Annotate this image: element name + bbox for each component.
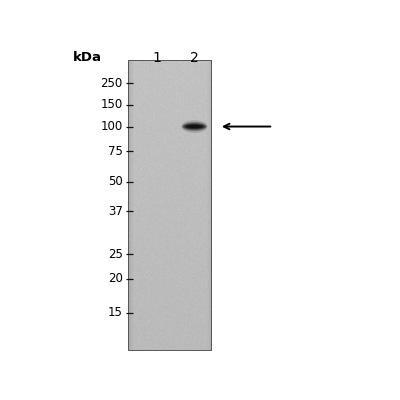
Bar xyxy=(128,60,211,350)
Text: 100: 100 xyxy=(101,120,123,133)
Text: 25: 25 xyxy=(108,248,123,261)
Text: 20: 20 xyxy=(108,272,123,286)
Text: 1: 1 xyxy=(152,51,161,65)
Ellipse shape xyxy=(182,122,207,131)
Text: 250: 250 xyxy=(101,77,123,90)
Ellipse shape xyxy=(183,123,206,130)
Ellipse shape xyxy=(185,124,204,129)
Text: 50: 50 xyxy=(108,176,123,188)
Ellipse shape xyxy=(188,125,201,128)
Ellipse shape xyxy=(190,126,199,127)
Text: 15: 15 xyxy=(108,306,123,319)
Ellipse shape xyxy=(181,120,208,133)
Text: 75: 75 xyxy=(108,145,123,158)
Text: kDa: kDa xyxy=(73,51,102,64)
Text: 2: 2 xyxy=(190,51,198,65)
Text: 150: 150 xyxy=(101,98,123,112)
Text: 37: 37 xyxy=(108,205,123,218)
